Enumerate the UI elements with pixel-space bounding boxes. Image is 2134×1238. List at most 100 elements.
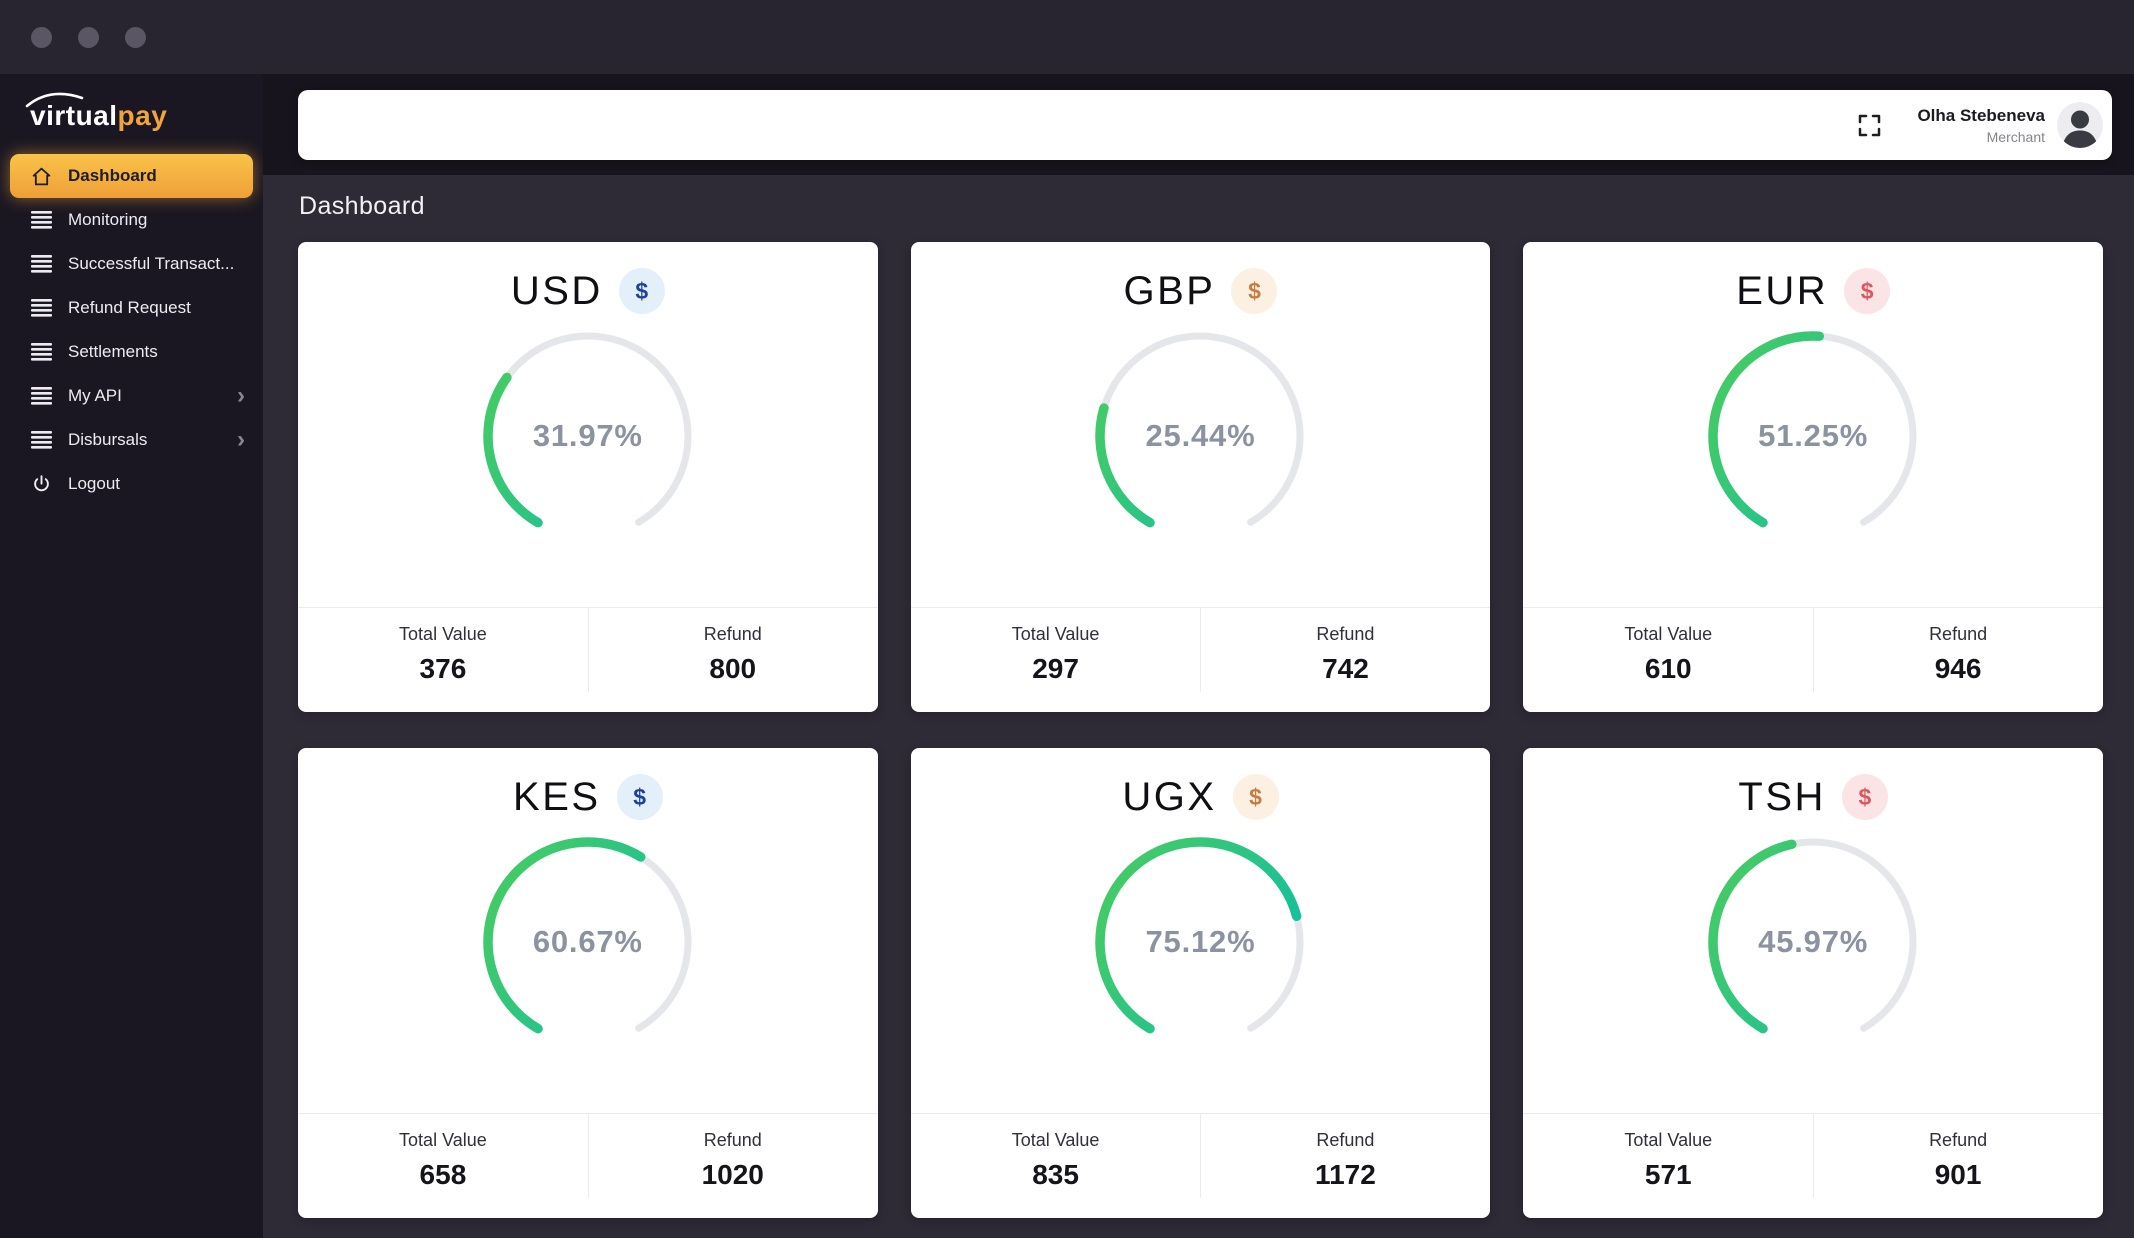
- menu-lines-icon: [30, 387, 52, 405]
- card-stats: Total Value 835 Refund 1172: [910, 1113, 1491, 1218]
- window-body: virtualpay Dashboard Monitoring Successful…: [0, 74, 2134, 1238]
- stat-refund: Refund 800: [588, 608, 878, 712]
- user-role: Merchant: [1986, 128, 2045, 145]
- gauge-arc: [1095, 837, 1306, 1047]
- power-icon: [33, 474, 49, 491]
- stat-value: 610: [1644, 653, 1692, 684]
- user-text: Olha Stebeneva Merchant: [1917, 106, 2045, 145]
- stat-label: Total Value: [1011, 624, 1100, 644]
- fullscreen-icon: [1858, 114, 1881, 136]
- gauge-arc: [1708, 331, 1918, 541]
- window-control-dot[interactable]: [78, 26, 99, 48]
- gauge-percent-value: 60.67%: [532, 924, 643, 959]
- stat-value: 800: [709, 653, 757, 684]
- top-header-band: Olha Stebeneva Merchant: [263, 74, 2134, 175]
- gauge-arc: [1095, 331, 1306, 541]
- sidebar-item-logout[interactable]: Logout: [0, 462, 263, 506]
- stat-label: Total Value: [1011, 1130, 1100, 1150]
- sidebar-item-settlements[interactable]: Settlements: [0, 330, 263, 374]
- sidebar-item-refund-request[interactable]: Refund Request: [0, 286, 263, 330]
- window-control-dot[interactable]: [125, 26, 146, 48]
- main-area: Olha Stebeneva Merchant: [263, 74, 2134, 1238]
- stat-label: Refund: [703, 624, 762, 644]
- card-header: USD $: [298, 268, 878, 314]
- gauge-percent-value: 75.12%: [1145, 924, 1256, 959]
- sidebar-item-disbursals[interactable]: Disbursals ›: [0, 418, 263, 462]
- stat-total-value: Total Value 610: [1523, 608, 1813, 712]
- stat-label: Refund: [1316, 624, 1375, 644]
- stat-label: Total Value: [1624, 1130, 1713, 1150]
- stat-total-value: Total Value 658: [298, 1114, 588, 1218]
- stat-value: 571: [1644, 1159, 1692, 1190]
- sidebar-menu: Dashboard Monitoring Successful Transact..…: [0, 154, 263, 506]
- search-input[interactable]: [322, 90, 1852, 160]
- stat-value: 1172: [1315, 1159, 1376, 1190]
- sidebar-item-label: Dashboard: [68, 166, 157, 185]
- sidebar-item-label: Disbursals: [68, 430, 148, 449]
- content-area: Dashboard USD $31.97% Total Value 376 Refund…: [263, 175, 2134, 1238]
- sidebar-item-monitoring[interactable]: Monitoring: [0, 198, 263, 242]
- home-icon: [32, 167, 50, 185]
- currency-card-eur: EUR $51.25% Total Value 610 Refund 946: [1523, 242, 2103, 712]
- stat-label: Refund: [703, 1130, 762, 1150]
- window-control-dot[interactable]: [31, 26, 52, 48]
- sidebar-item-label: Logout: [68, 474, 120, 493]
- currency-card-grid: USD $31.97% Total Value 376 Refund 800 GBP $ 25.…: [298, 242, 2103, 1218]
- card-stats: Total Value 297 Refund 742: [910, 607, 1491, 712]
- logo-swoosh-icon: [25, 92, 84, 108]
- dollar-badge-icon: $: [618, 268, 665, 314]
- brand-name-accent: pay: [117, 100, 168, 131]
- card-header: TSH $: [1523, 774, 2103, 820]
- chevron-right-icon: ›: [237, 426, 245, 453]
- sidebar-item-my-api[interactable]: My API ›: [0, 374, 263, 418]
- gauge-percent-value: 45.97%: [1758, 924, 1869, 959]
- stat-refund: Refund 742: [1201, 608, 1491, 712]
- stat-label: Refund: [1929, 1130, 1988, 1150]
- menu-lines-icon: [30, 211, 52, 229]
- dollar-badge-icon: $: [1844, 268, 1891, 314]
- currency-card-ugx: UGX $75.12% Total Value 835 Refund 1172: [910, 748, 1491, 1218]
- currency-title: UGX: [1122, 774, 1217, 819]
- sidebar-item-dashboard[interactable]: Dashboard: [10, 154, 253, 198]
- sidebar-item-successful-transact[interactable]: Successful Transact...: [0, 242, 263, 286]
- card-stats: Total Value 376 Refund 800: [298, 607, 878, 712]
- currency-card-tsh: TSH $45.97% Total Value 571 Refund 901: [1523, 748, 2103, 1218]
- gauge-arc: [1708, 837, 1918, 1047]
- stat-value: 376: [419, 653, 467, 684]
- stat-label: Refund: [1929, 624, 1988, 644]
- menu-lines-icon: [30, 255, 52, 273]
- stat-value: 658: [419, 1159, 467, 1190]
- stat-value: 1020: [701, 1159, 764, 1190]
- sidebar-item-label: Settlements: [68, 342, 158, 361]
- card-stats: Total Value 658 Refund 1020: [298, 1113, 878, 1218]
- gauge-arc: [483, 837, 693, 1047]
- user-menu[interactable]: Olha Stebeneva Merchant: [1917, 102, 2103, 148]
- gauge-percent-value: 25.44%: [1145, 418, 1256, 453]
- currency-title: USD: [510, 268, 603, 313]
- stat-refund: Refund 946: [1813, 608, 2103, 712]
- stat-label: Total Value: [399, 1130, 487, 1150]
- card-header: GBP $: [911, 268, 1491, 314]
- stat-total-value: Total Value 571: [1523, 1114, 1813, 1218]
- menu-lines-icon: [30, 343, 52, 361]
- stat-value: 946: [1934, 653, 1982, 684]
- brand-name-primary: virtual: [30, 100, 118, 131]
- radial-gauge: 45.97%: [1703, 832, 1923, 1052]
- currency-card-usd: USD $31.97% Total Value 376 Refund 800: [298, 242, 878, 712]
- window-titlebar: [0, 0, 2134, 74]
- stat-label: Total Value: [399, 624, 487, 644]
- stat-total-value: Total Value 376: [298, 608, 588, 712]
- user-name: Olha Stebeneva: [1917, 105, 2045, 125]
- radial-gauge: 31.97%: [478, 326, 698, 546]
- top-search-bar: Olha Stebeneva Merchant: [298, 90, 2112, 160]
- sidebar-item-label: Monitoring: [68, 210, 148, 229]
- currency-title: EUR: [1736, 268, 1829, 313]
- gauge-arc: [483, 331, 693, 541]
- fullscreen-button[interactable]: [1851, 107, 1887, 143]
- gauge-percent-value: 31.97%: [532, 418, 643, 453]
- currency-card-gbp: GBP $ 25.44% Total Value 297 Refund 742: [910, 242, 1491, 712]
- dollar-badge-icon: $: [1841, 774, 1888, 820]
- radial-gauge: 51.25%: [1703, 326, 1923, 546]
- person-icon: [2057, 102, 2103, 148]
- sidebar-item-label: Successful Transact...: [68, 254, 235, 273]
